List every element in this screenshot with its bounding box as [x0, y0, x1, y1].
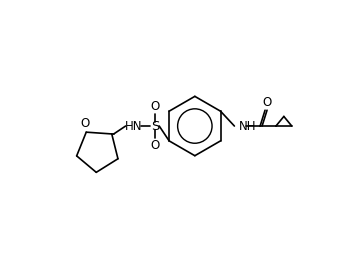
Text: O: O [151, 100, 160, 113]
Text: O: O [81, 117, 90, 130]
Text: O: O [151, 139, 160, 152]
Text: S: S [151, 119, 159, 133]
Text: HN: HN [125, 119, 142, 133]
Text: NH: NH [239, 119, 257, 133]
Text: O: O [262, 96, 272, 109]
